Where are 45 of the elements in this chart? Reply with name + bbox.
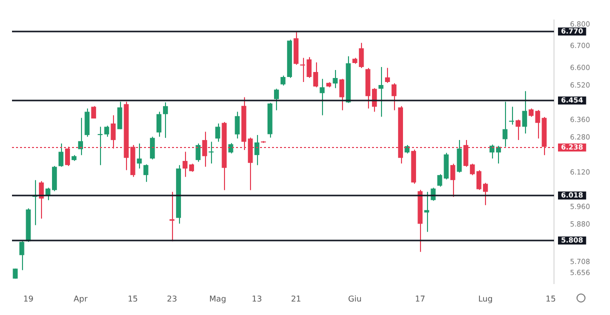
candlestick — [84, 108, 90, 138]
candlestick — [392, 82, 396, 111]
candlestick — [254, 134, 260, 166]
x-tick-label: Mag — [209, 294, 226, 304]
candlestick — [208, 141, 214, 164]
candlestick — [136, 143, 142, 170]
x-tick-label: Apr — [74, 294, 88, 304]
candlestick — [91, 106, 96, 120]
x-tick-label: 17 — [415, 294, 426, 304]
candlestick — [385, 67, 390, 84]
x-tick-label: Lug — [478, 294, 493, 304]
candlestick — [19, 240, 24, 271]
x-tick-label: 21 — [290, 294, 302, 304]
candlestick — [38, 180, 44, 220]
candlestick — [320, 78, 325, 116]
candlestick — [509, 106, 514, 126]
candlestick — [522, 90, 528, 134]
candlestick — [196, 143, 201, 162]
candlestick — [456, 140, 462, 173]
candlestick — [150, 136, 155, 160]
candlestick — [502, 101, 508, 148]
candlestick — [58, 143, 64, 168]
candlestick — [437, 174, 442, 188]
candlestick — [117, 101, 122, 130]
candlestick — [450, 163, 456, 198]
x-tick-label: 15 — [128, 294, 138, 304]
x-tick-label: 15 — [546, 294, 556, 304]
candlestick — [280, 75, 286, 86]
x-tick-label: 19 — [23, 294, 34, 304]
candlestick — [78, 117, 84, 156]
candlestick — [424, 191, 430, 232]
candlestick — [143, 164, 148, 182]
candlestick — [516, 119, 521, 141]
candlestick — [274, 88, 279, 111]
candlestick — [378, 66, 384, 118]
x-tick-label: 13 — [252, 294, 262, 304]
candlestick — [163, 102, 168, 138]
candlestick — [170, 191, 174, 242]
candlestick — [215, 123, 220, 142]
candlestick — [339, 78, 344, 111]
candlestick — [332, 70, 338, 89]
candlestick — [234, 111, 240, 140]
x-tick-label: Giu — [348, 294, 362, 304]
candlestick — [156, 111, 162, 138]
x-tick-label: 23 — [166, 294, 178, 304]
